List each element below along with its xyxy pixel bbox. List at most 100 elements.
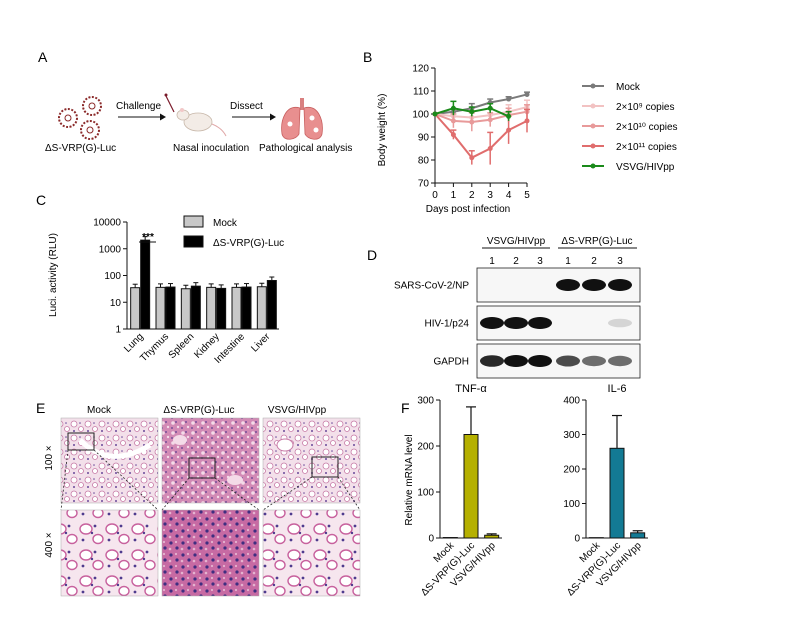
- lane-number: 2: [513, 256, 519, 267]
- x-tick-label: 2: [469, 190, 475, 201]
- schematic-virus-label: ΔS-VRP(G)-Luc: [45, 143, 116, 154]
- schematic-dissect-label: Dissect: [230, 101, 263, 112]
- y-tick-label: 100: [563, 499, 580, 510]
- x-tick-label: 4: [506, 190, 512, 201]
- histology-row-100x: 100 ×: [44, 445, 55, 470]
- data-point: [524, 91, 530, 97]
- data-point: [450, 132, 456, 138]
- histology-col-mock: Mock: [87, 405, 112, 416]
- x-tick-label: Liver: [249, 331, 273, 355]
- legend-marker: [590, 83, 596, 89]
- series-line-2-10-copies: [434, 106, 528, 119]
- y-tick-label: 300: [563, 430, 580, 441]
- mouse-icon: [164, 93, 227, 137]
- body-weight-chart: 70 80 90 100 110 120 0 1 2 3 4 5: [412, 64, 530, 202]
- western-blot: SARS-CoV-2/NP HIV-1/p24 GAPDH: [394, 267, 641, 379]
- legend-label: Mock: [213, 218, 238, 229]
- bar-s-vrp-g-luc-intestine: [241, 286, 252, 330]
- schematic-challenge-label: Challenge: [116, 101, 161, 112]
- blot-band: [480, 355, 504, 367]
- body-weight-legend: Mock 2×10⁹ copies 2×10¹⁰ copies 2×10¹¹ copi…: [582, 82, 678, 173]
- legend-label: 2×10¹⁰ copies: [616, 122, 678, 133]
- bar-vsvg-hivpp: [630, 532, 646, 539]
- histology-panel-dvrp-400x: [161, 509, 260, 597]
- bar-mock-kidney: [206, 286, 217, 330]
- bar-s-vrp-g-luc-thymus: [165, 286, 176, 330]
- arrow-right-icon: [232, 113, 276, 121]
- histology-panel-mock-100x: [60, 417, 159, 504]
- histology-row-400x: 400 ×: [44, 532, 55, 557]
- il-6-chart: IL-60100200300400MockΔS-VRP(G)-LucVSVG/H…: [563, 383, 648, 598]
- blot-band: [504, 355, 528, 367]
- legend-label: 2×10¹¹ copies: [616, 142, 677, 153]
- legend-swatch: [183, 235, 204, 248]
- mrna-ylabel: Relative mRNA level: [404, 434, 415, 525]
- bar-s-vrp-g-luc-lung: [140, 239, 151, 330]
- schematic-nasal-label: Nasal inoculation: [173, 143, 249, 154]
- significance-annotation: ***: [139, 232, 156, 243]
- histology-panel-vsvg-100x: [262, 417, 361, 504]
- data-point: [487, 117, 493, 123]
- lane-number: 2: [591, 256, 597, 267]
- y-tick-label: 1000: [99, 244, 122, 255]
- panel-letter-b: B: [363, 49, 372, 65]
- data-point: [506, 96, 512, 102]
- y-tick-label: 1: [115, 325, 121, 336]
- schematic-pathology-label: Pathological analysis: [259, 143, 352, 154]
- series-line-2-10-copies: [434, 110, 528, 124]
- series-line-mock: [434, 93, 528, 115]
- luci-ylabel: Luci. activity (RLU): [48, 233, 59, 317]
- blot-row-label: SARS-CoV-2/NP: [394, 281, 469, 292]
- histology-panel-vsvg-400x: [262, 509, 361, 597]
- histology-panel-dvrp-100x: [161, 417, 260, 504]
- y-tick-label: 400: [563, 396, 580, 407]
- x-tick-label: 3: [487, 190, 493, 201]
- y-tick-label: 200: [417, 442, 434, 453]
- legend-marker: [590, 163, 596, 169]
- lane-number: 3: [617, 256, 623, 267]
- data-point: [432, 111, 438, 117]
- bar-vsvg-hivpp: [484, 534, 500, 539]
- x-tick-label: 1: [451, 190, 457, 201]
- lane-number: 1: [489, 256, 495, 267]
- x-tick-label: 0: [432, 190, 438, 201]
- tnf-alpha-chart: TNF-α0100200300MockΔS-VRP(G)-LucVSVG/HIV…: [417, 383, 502, 598]
- bar-s-vrp-g-luc: [463, 434, 479, 539]
- histology-panel-mock-400x: [60, 509, 159, 597]
- legend-marker: [590, 123, 596, 129]
- blot-band: [556, 355, 580, 367]
- y-tick-label: 10000: [93, 218, 121, 229]
- data-point: [469, 155, 475, 161]
- bar-s-vrp-g-luc: [609, 447, 625, 539]
- blot-row-label: HIV-1/p24: [425, 319, 470, 330]
- panel-letter-a: A: [38, 49, 48, 65]
- data-point: [469, 119, 475, 125]
- legend-marker: [590, 103, 596, 109]
- blot-band: [608, 318, 632, 328]
- data-point: [469, 109, 475, 115]
- data-point: [524, 118, 530, 124]
- bar-s-vrp-g-luc-kidney: [216, 287, 227, 330]
- blot-band: [556, 279, 580, 291]
- legend-swatch: [183, 215, 204, 228]
- luci-legend: Mock ΔS-VRP(G)-Luc: [183, 215, 284, 249]
- legend-label: VSVG/HIVpp: [616, 162, 675, 173]
- western-group-2: ΔS-VRP(G)-Luc: [561, 236, 632, 247]
- bar-mock-lung: [130, 287, 141, 330]
- lungs-icon: [281, 98, 323, 140]
- histology-zoom-lines: [60, 449, 361, 511]
- bar-s-vrp-g-luc-liver: [266, 280, 277, 330]
- chart-title: TNF-α: [455, 383, 487, 395]
- series-line-2-10-copies: [434, 113, 528, 159]
- panel-letter-d: D: [367, 247, 377, 263]
- histology-col-dvrp: ΔS-VRP(G)-Luc: [163, 405, 234, 416]
- x-tick-label: 5: [524, 190, 530, 201]
- data-point: [506, 113, 512, 119]
- lane-number: 3: [537, 256, 543, 267]
- western-lane-numbers: 1 2 3 1 2 3: [489, 256, 623, 267]
- y-tick-label: 110: [413, 87, 429, 98]
- y-tick-label: 0: [428, 534, 434, 545]
- legend-label: Mock: [616, 82, 641, 93]
- significance-label: ***: [142, 232, 154, 243]
